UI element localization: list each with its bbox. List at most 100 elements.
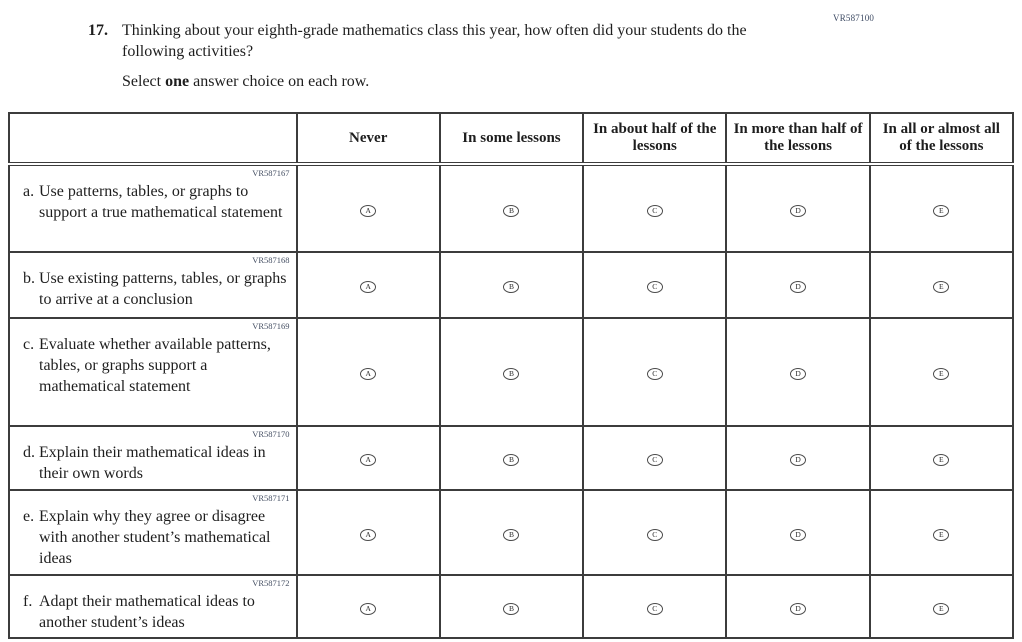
option-cell: D [725, 574, 871, 639]
option-cell: A [295, 317, 441, 427]
option-letter: B [508, 455, 514, 464]
option-bubble-a[interactable]: A [360, 602, 377, 615]
row-code: VR587169 [252, 321, 290, 331]
option-cell: E [868, 574, 1015, 639]
statement-cell: VR587171 e. Explain why they agree or di… [8, 489, 298, 576]
option-bubble-c[interactable]: C [646, 602, 663, 615]
option-letter: A [365, 529, 371, 539]
row-letter: a. [23, 183, 35, 200]
option-cell: D [725, 317, 871, 427]
row-letter: c. [23, 336, 35, 353]
header-row: Never In some lessons In about half of t… [8, 112, 1015, 166]
table-row: VR587168 b. Use existing patterns, table… [8, 251, 1015, 319]
row-letter: e. [23, 508, 35, 525]
option-cell: B [438, 425, 585, 491]
option-bubble-b[interactable]: B [503, 204, 520, 217]
column-header-more-than-half: In more than half of the lessons [725, 112, 871, 166]
question-text: Thinking about your eighth-grade mathema… [122, 22, 747, 60]
option-cell: B [438, 574, 585, 639]
option-bubble-e[interactable]: E [933, 204, 950, 217]
option-letter: A [365, 369, 371, 378]
option-bubble-e[interactable]: E [933, 281, 950, 293]
option-bubble-c[interactable]: C [646, 528, 663, 541]
option-letter: C [652, 603, 658, 613]
option-bubble-c[interactable]: C [646, 368, 663, 380]
option-bubble-c[interactable]: C [646, 281, 663, 293]
option-cell: E [868, 163, 1015, 253]
row-code: VR587170 [252, 429, 290, 439]
option-bubble-a[interactable]: A [360, 204, 377, 217]
option-bubble-e[interactable]: E [933, 528, 950, 541]
option-cell: B [438, 489, 585, 576]
row-code: VR587171 [252, 493, 290, 503]
option-letter: E [939, 529, 944, 539]
option-bubble-b[interactable]: B [503, 454, 520, 466]
option-letter: D [795, 603, 801, 613]
option-bubble-d[interactable]: D [790, 281, 807, 293]
option-bubble-b[interactable]: B [503, 368, 520, 380]
instruction-suffix: answer choice on each row. [189, 73, 370, 90]
option-cell: E [868, 317, 1015, 427]
row-letter: d. [23, 444, 35, 461]
option-bubble-b[interactable]: B [503, 281, 520, 293]
option-letter: B [508, 603, 514, 613]
option-letter: B [508, 205, 514, 215]
option-cell: D [725, 251, 871, 319]
option-bubble-a[interactable]: A [360, 528, 377, 541]
table-row: VR587171 e. Explain why they agree or di… [8, 489, 1015, 576]
column-header-about-half: In about half of the lessons [582, 112, 728, 166]
option-cell: C [582, 317, 728, 427]
column-header-never: Never [295, 112, 441, 166]
row-letter: f. [23, 593, 33, 610]
option-letter: C [652, 529, 658, 539]
statement-cell: VR587167 a. Use patterns, tables, or gra… [8, 163, 298, 253]
option-letter: D [795, 282, 801, 291]
column-header-some-lessons: In some lessons [438, 112, 585, 166]
option-letter: D [795, 455, 801, 464]
option-bubble-a[interactable]: A [360, 281, 377, 293]
option-letter: D [795, 369, 801, 378]
row-code: VR587168 [252, 255, 290, 265]
option-bubble-e[interactable]: E [933, 602, 950, 615]
option-bubble-d[interactable]: D [790, 204, 807, 217]
option-cell: C [582, 251, 728, 319]
option-bubble-b[interactable]: B [503, 528, 520, 541]
option-bubble-e[interactable]: E [933, 454, 950, 466]
statement-cell: VR587172 f. Adapt their mathematical ide… [8, 574, 298, 639]
option-bubble-e[interactable]: E [933, 368, 950, 380]
table-row: VR587170 d. Explain their mathematical i… [8, 425, 1015, 491]
option-cell: E [868, 425, 1015, 491]
option-letter: A [365, 205, 371, 215]
option-letter: E [939, 369, 944, 378]
option-letter: B [508, 529, 514, 539]
option-letter: C [652, 455, 658, 464]
option-bubble-d[interactable]: D [790, 454, 807, 466]
option-cell: D [725, 163, 871, 253]
form-code: VR587100 [833, 13, 875, 23]
option-cell: E [868, 489, 1015, 576]
statement-cell: VR587170 d. Explain their mathematical i… [8, 425, 298, 491]
option-letter: A [365, 282, 371, 291]
row-statement: Use patterns, tables, or graphs to suppo… [39, 183, 283, 221]
option-bubble-a[interactable]: A [360, 454, 377, 466]
option-bubble-d[interactable]: D [790, 528, 807, 541]
option-bubble-c[interactable]: C [646, 204, 663, 217]
option-bubble-a[interactable]: A [360, 368, 377, 380]
option-cell: A [295, 425, 441, 491]
option-bubble-d[interactable]: D [790, 368, 807, 380]
option-cell: C [582, 163, 728, 253]
option-cell: C [582, 425, 728, 491]
row-statement: Explain why they agree or disagree with … [39, 508, 271, 567]
option-bubble-c[interactable]: C [646, 454, 663, 466]
option-cell: A [295, 489, 441, 576]
option-bubble-d[interactable]: D [790, 602, 807, 615]
option-bubble-b[interactable]: B [503, 602, 520, 615]
question-block: 17. Thinking about your eighth-grade mat… [88, 20, 788, 92]
option-cell: D [725, 425, 871, 491]
answer-grid: Never In some lessons In about half of t… [8, 112, 1015, 639]
option-letter: A [365, 603, 371, 613]
option-letter: E [939, 455, 944, 464]
option-cell: A [295, 574, 441, 639]
option-letter: E [939, 205, 944, 215]
row-statement: Adapt their mathematical ideas to anothe… [39, 593, 255, 631]
